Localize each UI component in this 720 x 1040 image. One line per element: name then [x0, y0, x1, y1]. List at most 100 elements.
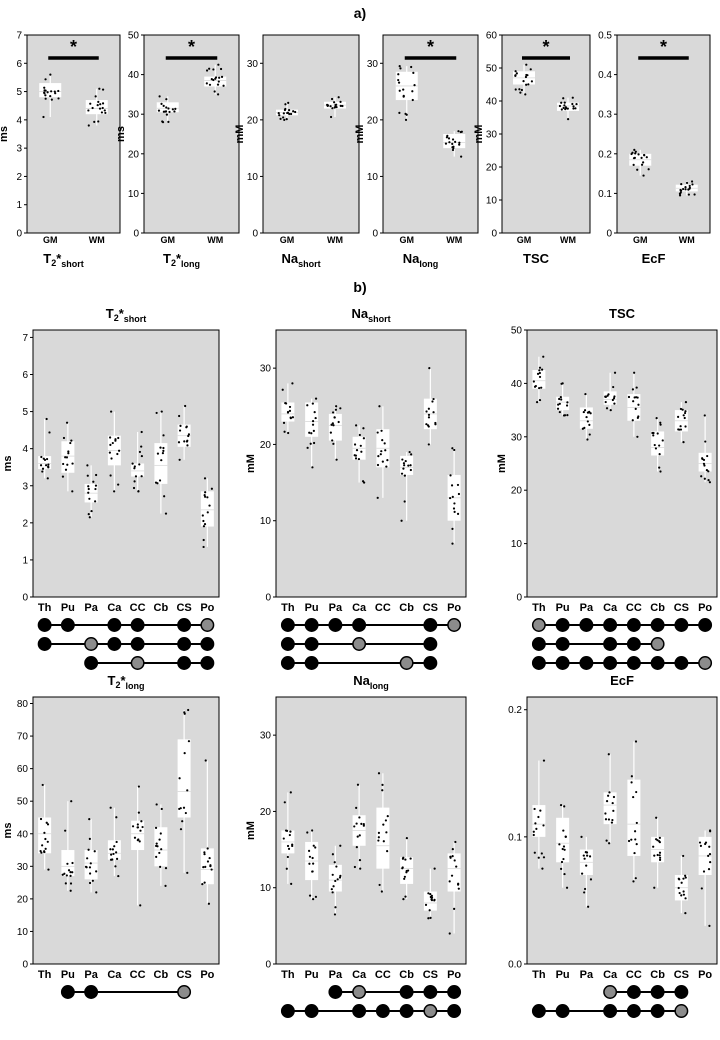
data-point — [632, 400, 635, 403]
data-point — [137, 785, 141, 788]
data-point — [612, 397, 616, 400]
data-point — [403, 464, 406, 467]
data-point — [217, 93, 220, 96]
data-point — [585, 864, 588, 867]
x-tick-label: Th — [38, 969, 52, 981]
data-point — [684, 897, 687, 900]
data-point — [542, 759, 546, 762]
data-point — [632, 795, 635, 799]
data-point — [66, 862, 69, 865]
significant-dot — [603, 637, 618, 651]
data-point — [637, 403, 640, 406]
data-point — [44, 847, 47, 850]
data-point — [635, 790, 638, 794]
plot-area — [501, 34, 591, 234]
data-point — [381, 783, 384, 786]
x-tick-label: WM — [207, 235, 223, 245]
x-tick-label: Pa — [84, 969, 98, 981]
data-point — [678, 194, 682, 197]
reference-dot — [650, 637, 665, 651]
data-point — [95, 891, 98, 894]
data-point — [532, 380, 535, 383]
data-point — [678, 891, 681, 895]
data-point — [219, 67, 223, 71]
data-point — [165, 113, 168, 116]
data-point — [160, 848, 163, 851]
significant-dot — [304, 656, 319, 670]
chart-panel-8: 0 10 20 30 40 50 mM Th Pu Pa Ca CC Cb CS Po — [496, 326, 718, 670]
data-point — [448, 141, 451, 144]
data-point — [306, 831, 309, 834]
data-point — [449, 496, 452, 500]
significant-dot — [60, 985, 75, 999]
data-point — [309, 442, 312, 445]
data-point — [50, 98, 53, 101]
chart-panel-11: 0.0 0.1 0.2 Th Pu Pa Ca CC Cb CS Po — [508, 696, 718, 1018]
x-tick-label: Cb — [154, 969, 169, 981]
data-point — [288, 833, 291, 837]
data-point — [187, 708, 190, 712]
significant-dot — [555, 656, 570, 670]
data-point — [41, 467, 45, 470]
data-point — [117, 874, 120, 878]
data-point — [401, 857, 405, 860]
data-point — [110, 457, 113, 460]
data-point — [202, 866, 205, 869]
y-tick-label: 80 — [17, 699, 29, 710]
data-point — [693, 193, 696, 196]
data-point — [604, 395, 608, 399]
data-point — [113, 845, 116, 848]
data-point — [137, 490, 140, 493]
data-point — [156, 482, 159, 485]
y-tick-label: 0.2 — [508, 705, 522, 716]
data-point — [210, 868, 213, 871]
data-point — [432, 411, 435, 414]
data-point — [155, 411, 158, 415]
data-point — [655, 417, 658, 420]
data-point — [133, 467, 136, 470]
data-point — [583, 426, 586, 429]
x-tick-label: CC — [130, 969, 146, 981]
data-point — [160, 807, 163, 811]
significant-dot — [555, 1004, 570, 1018]
significant-dot — [130, 618, 145, 632]
significant-dot — [603, 618, 618, 632]
data-point — [658, 856, 662, 859]
data-point — [164, 512, 168, 515]
data-point — [214, 77, 217, 80]
data-point — [204, 491, 207, 494]
data-point — [45, 417, 48, 421]
data-point — [136, 823, 139, 826]
data-point — [589, 412, 592, 415]
data-point — [101, 106, 104, 110]
data-point — [179, 424, 182, 427]
y-tick-label: 0.1 — [598, 189, 612, 200]
data-point — [168, 110, 171, 114]
data-point — [572, 105, 575, 108]
data-point — [684, 400, 688, 404]
data-point — [164, 866, 168, 870]
data-point — [181, 820, 184, 823]
data-point — [131, 825, 135, 828]
data-point — [162, 434, 165, 437]
data-point — [612, 809, 615, 812]
x-tick-label: GM — [280, 235, 295, 245]
data-point — [331, 891, 334, 894]
data-point — [613, 371, 617, 374]
data-point — [427, 416, 431, 419]
data-point — [653, 443, 656, 447]
data-point — [562, 829, 565, 832]
data-point — [453, 859, 456, 862]
data-point — [355, 822, 358, 825]
box — [698, 452, 712, 472]
data-point — [282, 112, 285, 115]
data-point — [604, 812, 607, 815]
box — [328, 413, 342, 441]
data-point — [588, 423, 591, 426]
data-point — [563, 101, 566, 104]
data-point — [288, 112, 291, 116]
x-tick-label: Cb — [399, 969, 414, 981]
data-point — [289, 830, 292, 833]
data-point — [93, 120, 96, 123]
data-point — [684, 185, 687, 189]
